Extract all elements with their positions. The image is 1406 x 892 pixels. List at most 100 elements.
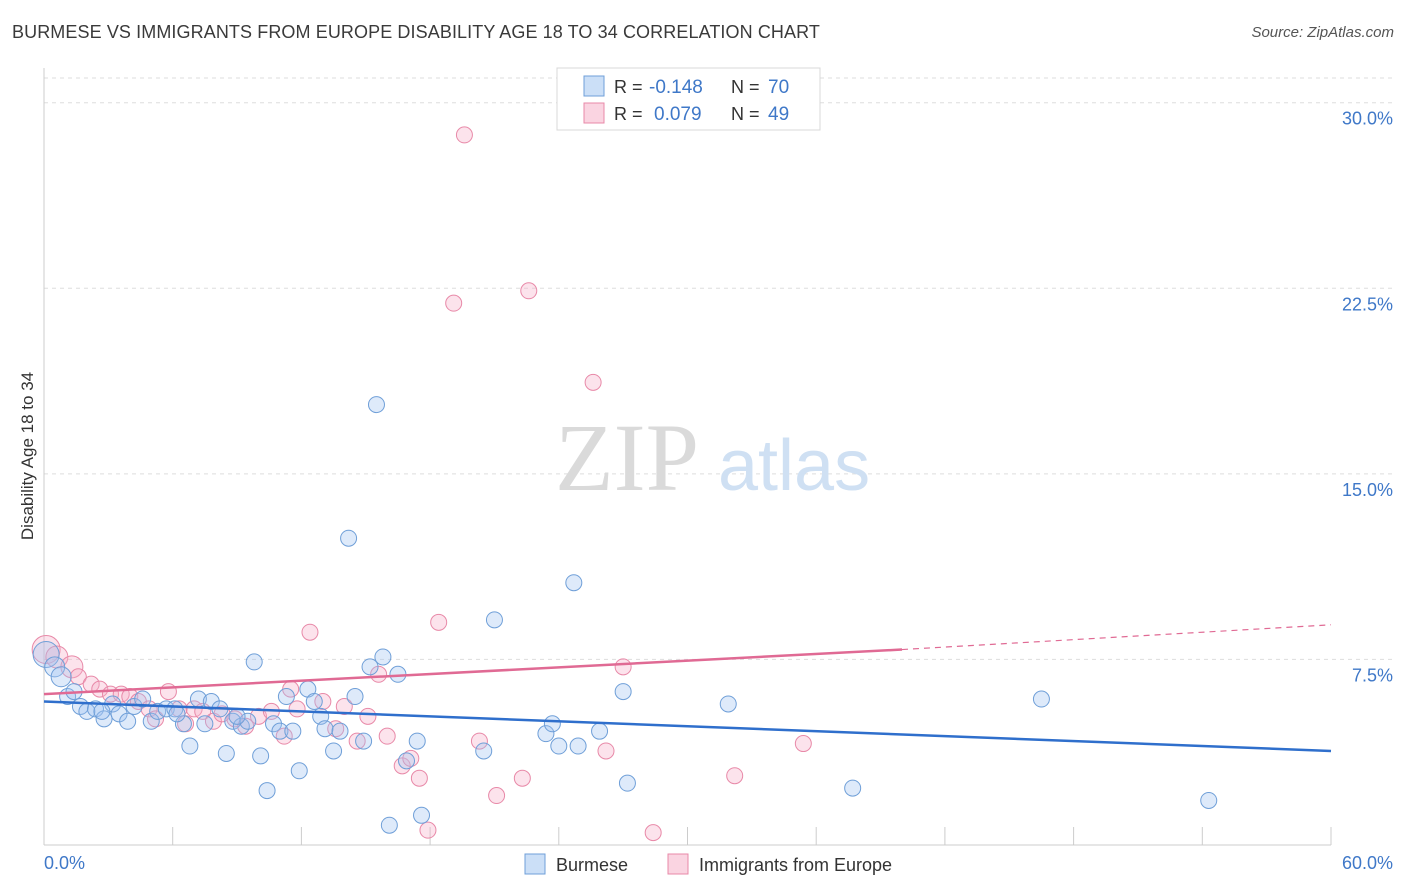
watermark: ZIP atlas <box>555 404 870 511</box>
data-point-burmese <box>398 752 416 770</box>
y-tick-label: 15.0% <box>1342 480 1393 500</box>
legend-r-label-europe: R = <box>614 104 643 124</box>
data-point-europe <box>430 613 448 631</box>
data-point-burmese <box>475 742 493 760</box>
data-point-burmese <box>844 779 862 797</box>
data-point-burmese <box>316 720 334 738</box>
data-point-europe <box>520 282 538 300</box>
data-point-burmese <box>408 732 426 750</box>
legend-r-value-europe: 0.079 <box>654 104 702 125</box>
data-point-burmese <box>228 707 246 725</box>
data-point-burmese <box>119 712 137 730</box>
data-point-burmese <box>134 690 152 708</box>
data-point-europe <box>614 658 632 676</box>
data-point-burmese <box>614 683 632 701</box>
data-point-europe <box>794 735 812 753</box>
data-point-europe <box>378 727 396 745</box>
data-point-burmese <box>340 529 358 547</box>
data-point-burmese <box>355 732 373 750</box>
data-point-europe <box>597 742 615 760</box>
data-point-europe <box>419 821 437 839</box>
data-point-europe <box>159 683 177 701</box>
legend-r-label-burmese: R = <box>614 77 643 97</box>
source-credit: Source: ZipAtlas.com <box>1251 24 1394 41</box>
data-point-europe <box>301 623 319 641</box>
data-point-europe <box>348 732 366 750</box>
data-point-burmese <box>1032 690 1050 708</box>
data-point-burmese <box>239 712 257 730</box>
legend-bottom-swatch-burmese <box>524 853 546 875</box>
data-point-burmese <box>537 725 555 743</box>
data-point-burmese <box>271 722 289 740</box>
data-point-burmese <box>258 782 276 800</box>
data-point-burmese <box>367 396 385 414</box>
data-point-burmese <box>110 705 128 723</box>
data-point-burmese <box>93 702 111 720</box>
data-point-europe <box>726 767 744 785</box>
data-point-burmese <box>591 722 609 740</box>
data-point-burmese <box>290 762 308 780</box>
axes-layer: 7.5% 15.0% 22.5% 30.0% 0.0% 60.0% <box>43 68 1393 873</box>
data-point-burmese <box>252 747 270 765</box>
data-point-burmese <box>181 737 199 755</box>
legend-swatch-europe <box>583 102 605 124</box>
legend-bottom-swatch-europe <box>667 853 689 875</box>
data-point-europe <box>370 665 388 683</box>
data-point-burmese <box>413 806 431 824</box>
y-axis-label: Disability Age 18 to 34 <box>18 372 37 540</box>
y-tick-label: 7.5% <box>1352 665 1393 685</box>
data-point-burmese <box>550 737 568 755</box>
data-point-europe <box>455 126 473 144</box>
data-point-burmese <box>245 653 263 671</box>
legend-n-label-europe: N = <box>731 104 760 124</box>
data-point-europe <box>584 373 602 391</box>
data-point-burmese <box>196 715 214 733</box>
grid-layer <box>44 77 1392 660</box>
data-point-burmese <box>380 816 398 834</box>
chart-title: BURMESE VS IMMIGRANTS FROM EUROPE DISABI… <box>12 22 821 42</box>
trend-line-europe-extension <box>901 624 1332 651</box>
trend-line-burmese <box>43 700 1332 753</box>
data-point-burmese <box>543 715 561 733</box>
data-point-europe <box>91 680 109 698</box>
legend-n-value-burmese: 70 <box>768 77 789 98</box>
data-point-burmese <box>346 688 364 706</box>
watermark-zip: ZIP <box>555 404 699 511</box>
legend-swatch-burmese <box>583 75 605 97</box>
data-point-europe <box>359 707 377 725</box>
data-point-europe <box>445 294 463 312</box>
data-point-burmese <box>565 574 583 592</box>
data-point-europe <box>250 707 267 725</box>
legend-bottom: Burmese Immigrants from Europe <box>524 853 892 875</box>
trend-lines <box>43 624 1332 753</box>
data-point-burmese <box>374 648 392 666</box>
data-point-burmese <box>50 666 72 688</box>
data-point-burmese <box>618 774 636 792</box>
data-point-burmese <box>202 692 220 710</box>
x-tick-label: 60.0% <box>1342 853 1393 873</box>
data-point-europe <box>335 697 353 715</box>
data-point-europe <box>314 692 332 710</box>
legend-n-label-burmese: N = <box>731 77 760 97</box>
data-point-burmese <box>284 722 302 740</box>
data-point-europe <box>488 787 506 805</box>
data-point-burmese <box>485 611 503 629</box>
data-point-burmese <box>719 695 737 713</box>
legend-bottom-label-burmese: Burmese <box>556 855 628 875</box>
series-burmese <box>32 396 1218 834</box>
y-tick-label: 30.0% <box>1342 109 1393 129</box>
data-point-europe <box>644 824 662 842</box>
x-tick-label: 0.0% <box>44 853 85 873</box>
data-point-burmese <box>331 722 349 740</box>
data-point-burmese <box>325 742 343 760</box>
data-point-europe <box>513 769 531 787</box>
data-point-burmese <box>168 705 186 723</box>
legend-top: R = -0.148 N = 70 R = 0.079 N = 49 <box>556 67 821 131</box>
data-point-europe <box>410 769 428 787</box>
data-point-burmese <box>305 692 323 710</box>
data-point-burmese <box>44 656 66 678</box>
data-point-europe <box>470 732 488 750</box>
legend-r-value-burmese: -0.148 <box>649 77 703 98</box>
data-point-europe <box>288 700 306 718</box>
trend-line-europe <box>43 648 903 696</box>
